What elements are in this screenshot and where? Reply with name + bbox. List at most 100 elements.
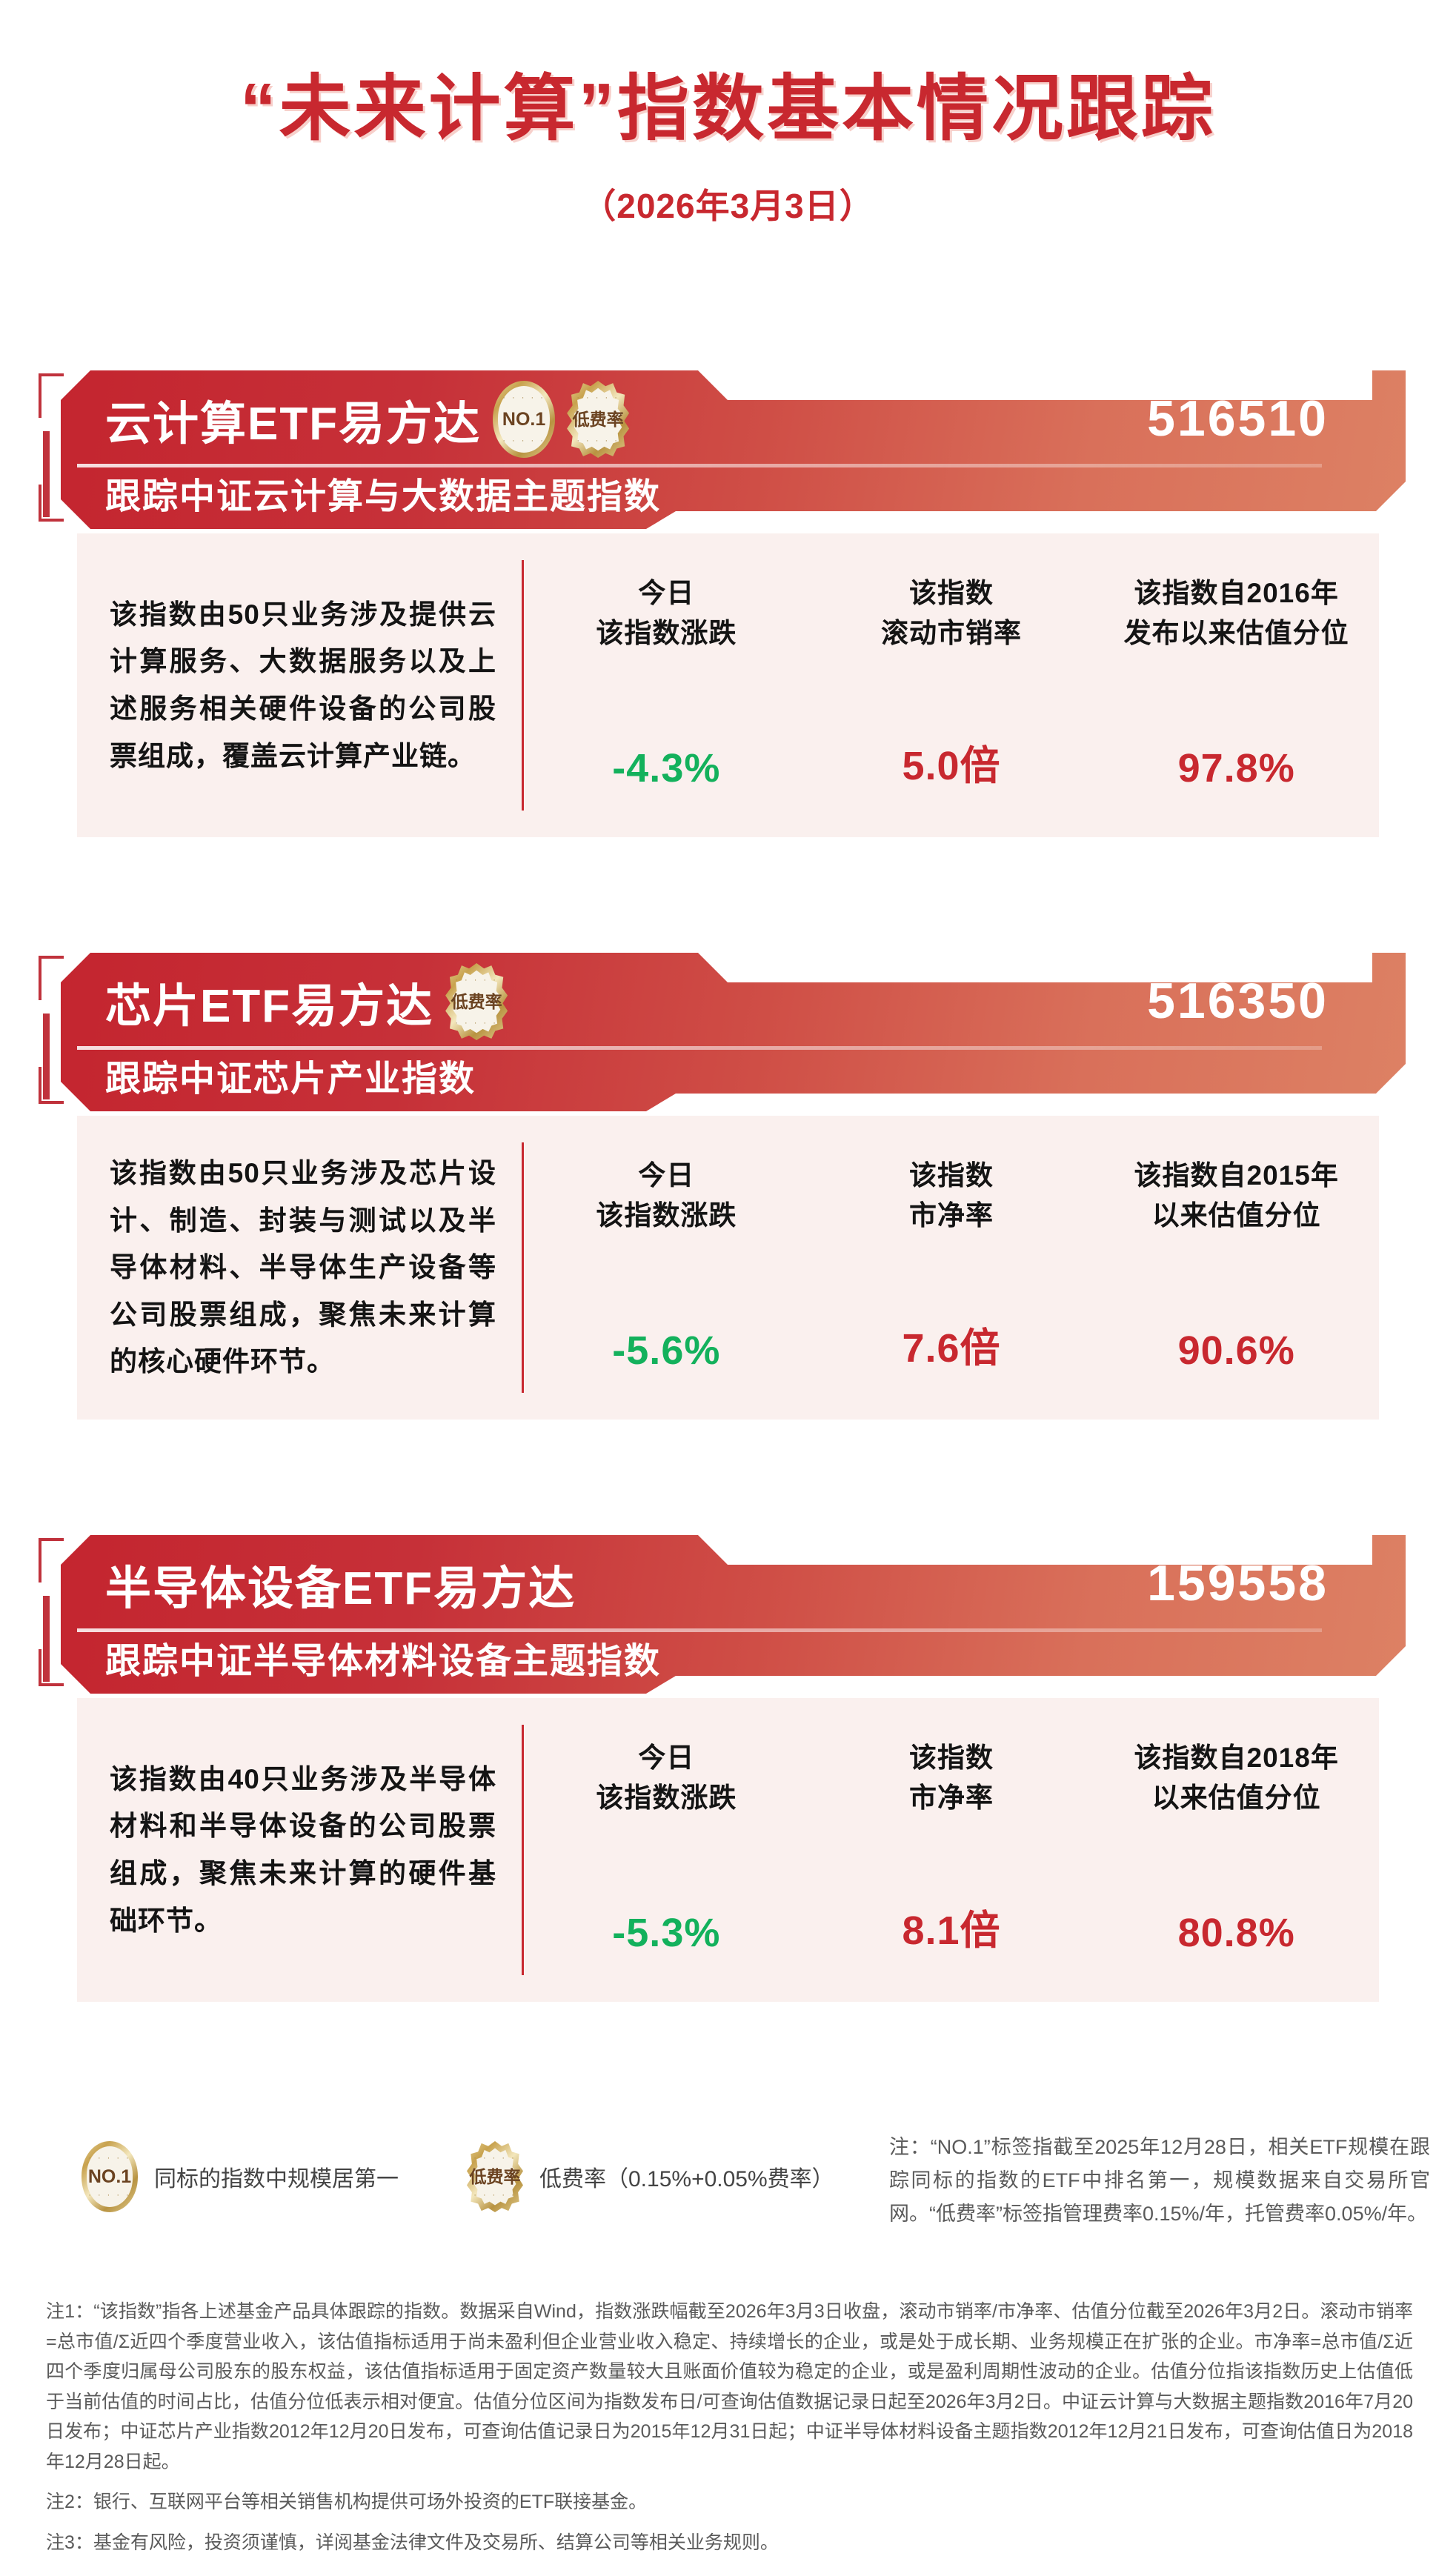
etf-code: 159558 <box>1147 1555 1329 1611</box>
tracked-index-label: 跟踪中证半导体材料设备主题指数 <box>105 1642 662 1681</box>
header-dash-decoration <box>888 960 1014 974</box>
badge-inner <box>498 386 551 453</box>
badge-inner <box>574 387 622 451</box>
metric-label-line2: 以来估值分位 <box>1151 1199 1321 1231</box>
metric-label: 今日 该指数涨跌 <box>596 1738 737 1817</box>
metric-value: 80.8% <box>1177 1911 1295 1955</box>
legend-item: · · · · · · · · · · 低费率 低费率（0.15%+0.05%费率） <box>467 2141 834 2212</box>
legend-text: 同标的指数中规模居第一 <box>154 2167 399 2191</box>
etf-name: 云计算ETF易方达 <box>105 399 482 450</box>
metric-label-line1: 该指数 <box>909 1743 994 1773</box>
badge-dots-top: · · · · · <box>455 976 498 985</box>
metric-label-line1: 该指数自2015年 <box>1134 1160 1339 1191</box>
metric-label-line1: 今日 <box>638 578 695 608</box>
metric-cell: 该指数自2016年 发布以来估值分位 97.8% <box>1094 533 1379 837</box>
metric-label-line1: 该指数 <box>909 1160 994 1191</box>
metrics-row: 今日 该指数涨跌 -4.3% 该指数 滚动市销率 5.0倍 该指数自2016年 发布以来估值分… <box>524 533 1379 837</box>
metric-label-line2: 该指数涨跌 <box>596 1199 737 1231</box>
metric-label-line2: 该指数涨跌 <box>596 1782 737 1813</box>
card-title-row: 云计算ETF易方达 · · · · · · · · · · NO.1 · · · · ·… <box>105 381 630 458</box>
card-body: 该指数由40只业务涉及半导体材料和半导体设备的公司股票组成，聚焦未来计算的硬件基… <box>77 1698 1379 2002</box>
vertical-divider <box>522 560 524 811</box>
card-header[interactable]: 云计算ETF易方达 · · · · · · · · · · NO.1 · · · · ·… <box>39 370 1409 575</box>
badge-note: 注：“NO.1”标签指截至2025年12月28日，相关ETF规模在跟踪同标的指数… <box>889 2136 1430 2225</box>
header-separator-line <box>77 464 1322 467</box>
low-fee-badge-icon: · · · · · · · · · · 低费率 <box>467 2141 523 2212</box>
badge-dots-top: · · · · · <box>502 393 545 402</box>
card-body: 该指数由50只业务涉及芯片设计、制造、封装与测试以及半导体材料、半导体生产设备等… <box>77 1116 1379 1420</box>
metric-value: -5.3% <box>612 1911 721 1955</box>
metric-label: 今日 该指数涨跌 <box>596 573 737 653</box>
badge-label: NO.1 <box>87 2166 132 2187</box>
low-fee-badge-icon: · · · · · · · · · · 低费率 <box>445 963 508 1040</box>
index-description-text: 该指数由50只业务涉及提供云计算服务、大数据服务以及上述服务相关硬件设备的公司股… <box>110 599 496 771</box>
metric-label: 今日 该指数涨跌 <box>596 1156 737 1235</box>
header-bracket-decoration <box>39 956 73 1113</box>
header-banner: 半导体设备ETF易方达跟踪中证半导体材料设备主题指数 159558 <box>61 1535 1406 1694</box>
footnote: 注3：基金有风险，投资须谨慎，详阅基金法律文件及交易所、结算公司等相关业务规则。 <box>46 2532 779 2553</box>
badge-dots-top: · · · · · <box>473 2154 516 2163</box>
metric-label-line2: 市净率 <box>909 1782 994 1813</box>
vertical-divider <box>522 1142 524 1393</box>
metric-label-line1: 今日 <box>638 1160 695 1191</box>
header-banner: 芯片ETF易方达 · · · · · · · · · · 低费率 跟踪中证芯片产业指数 5… <box>61 953 1406 1111</box>
metric-label: 该指数 市净率 <box>909 1156 994 1235</box>
metric-label-line2: 市净率 <box>909 1199 994 1231</box>
badge-dots-top: · · · · · <box>88 2154 131 2163</box>
metric-value: 7.6倍 <box>902 1326 1001 1371</box>
etf-code: 516510 <box>1147 390 1329 447</box>
no1-badge-icon: · · · · · · · · · · NO.1 <box>493 381 556 458</box>
page-subtitle-date: （2026年3月3日） <box>582 186 874 225</box>
metric-label: 该指数自2018年 以来估值分位 <box>1134 1738 1339 1817</box>
metric-label-line1: 该指数自2016年 <box>1134 578 1339 608</box>
badge-dots-top: · · · · · <box>576 393 619 402</box>
card-title-row: 芯片ETF易方达 · · · · · · · · · · 低费率 <box>105 963 508 1040</box>
metric-label-line2: 以来估值分位 <box>1151 1782 1321 1813</box>
card-header[interactable]: 半导体设备ETF易方达跟踪中证半导体材料设备主题指数 159558 <box>39 1535 1409 1740</box>
metric-value: -4.3% <box>612 746 721 791</box>
metric-label: 该指数自2016年 发布以来估值分位 <box>1124 573 1349 653</box>
header-dash-decoration <box>888 1542 1014 1557</box>
metric-cell: 今日该指数涨跌 -4.3% <box>524 533 809 837</box>
metric-value: 90.6% <box>1177 1328 1295 1373</box>
footnote: 注1：“该指数”指各上述基金产品具体跟踪的指数。数据采自Wind，指数涨跌幅截至… <box>46 2301 1413 2472</box>
metrics-row: 今日该指数涨跌 -5.6% 该指数市净率 7.6倍 该指数自2015年 以来估值分位 90.… <box>524 1116 1379 1420</box>
vertical-divider <box>522 1725 524 1975</box>
etf-card: 半导体设备ETF易方达跟踪中证半导体材料设备主题指数 159558 该指数由40只业… <box>0 1535 1456 2002</box>
metric-cell: 该指数 滚动市销率 5.0倍 <box>809 533 1094 837</box>
metric-label-line2: 滚动市销率 <box>881 617 1022 648</box>
etf-name: 芯片ETF易方达 <box>105 981 434 1032</box>
tracked-index-label: 跟踪中证芯片产业指数 <box>105 1059 476 1099</box>
metric-cell: 该指数自2018年 以来估值分位 80.8% <box>1094 1698 1379 2002</box>
metric-value: -5.6% <box>612 1328 721 1373</box>
metric-label: 该指数自2015年 以来估值分位 <box>1134 1156 1339 1235</box>
index-description: 该指数由50只业务涉及提供云计算服务、大数据服务以及上述服务相关硬件设备的公司股… <box>77 533 522 837</box>
badge-inner <box>473 2148 516 2206</box>
metric-label-line2: 发布以来估值分位 <box>1123 617 1349 648</box>
legend-text: 低费率（0.15%+0.05%费率） <box>539 2167 834 2191</box>
metric-cell: 今日 该指数涨跌 -5.3% <box>524 1698 809 2002</box>
header-separator-line <box>77 1046 1322 1050</box>
card-title-row: 半导体设备ETF易方达 <box>105 1548 576 1620</box>
legend-item: · · · · · · · · · · NO.1 同标的指数中规模居第一 <box>82 2141 399 2212</box>
badge-dots-bottom: · · · · · <box>473 2191 516 2200</box>
header-separator-line <box>77 1628 1322 1632</box>
index-description: 该指数由50只业务涉及芯片设计、制造、封装与测试以及半导体材料、半导体生产设备等… <box>77 1116 522 1420</box>
badge-dots-bottom: · · · · · <box>455 1019 498 1028</box>
index-description-text: 该指数由40只业务涉及半导体材料和半导体设备的公司股票组成，聚焦未来计算的硬件基… <box>110 1763 496 1936</box>
badge-label: 低费率 <box>469 2166 521 2186</box>
index-description-text: 该指数由50只业务涉及芯片设计、制造、封装与测试以及半导体材料、半导体生产设备等… <box>110 1157 496 1377</box>
tracked-index-label: 跟踪中证云计算与大数据主题指数 <box>105 477 662 516</box>
metric-label: 该指数 市净率 <box>909 1738 994 1817</box>
badge-legend: · · · · · · · · · · NO.1 同标的指数中规模居第一 · · · ·… <box>82 2141 867 2212</box>
metric-label: 该指数 滚动市销率 <box>881 573 1022 653</box>
metric-value: 97.8% <box>1177 746 1295 791</box>
card-header[interactable]: 芯片ETF易方达 · · · · · · · · · · 低费率 跟踪中证芯片产业指数 5… <box>39 953 1409 1157</box>
metric-cell: 今日该指数涨跌 -5.6% <box>524 1116 809 1420</box>
metric-cell: 该指数自2015年 以来估值分位 90.6% <box>1094 1116 1379 1420</box>
header-bracket-decoration <box>39 1538 73 1695</box>
metric-label-line2: 该指数涨跌 <box>596 617 737 648</box>
metrics-row: 今日 该指数涨跌 -5.3% 该指数 市净率 8.1倍 该指数自2018年 以来估值分位 80.… <box>524 1698 1379 2002</box>
etf-name: 半导体设备ETF易方达 <box>105 1563 576 1614</box>
footnote: 注2：银行、互联网平台等相关销售机构提供可场外投资的ETF联接基金。 <box>46 2492 648 2512</box>
